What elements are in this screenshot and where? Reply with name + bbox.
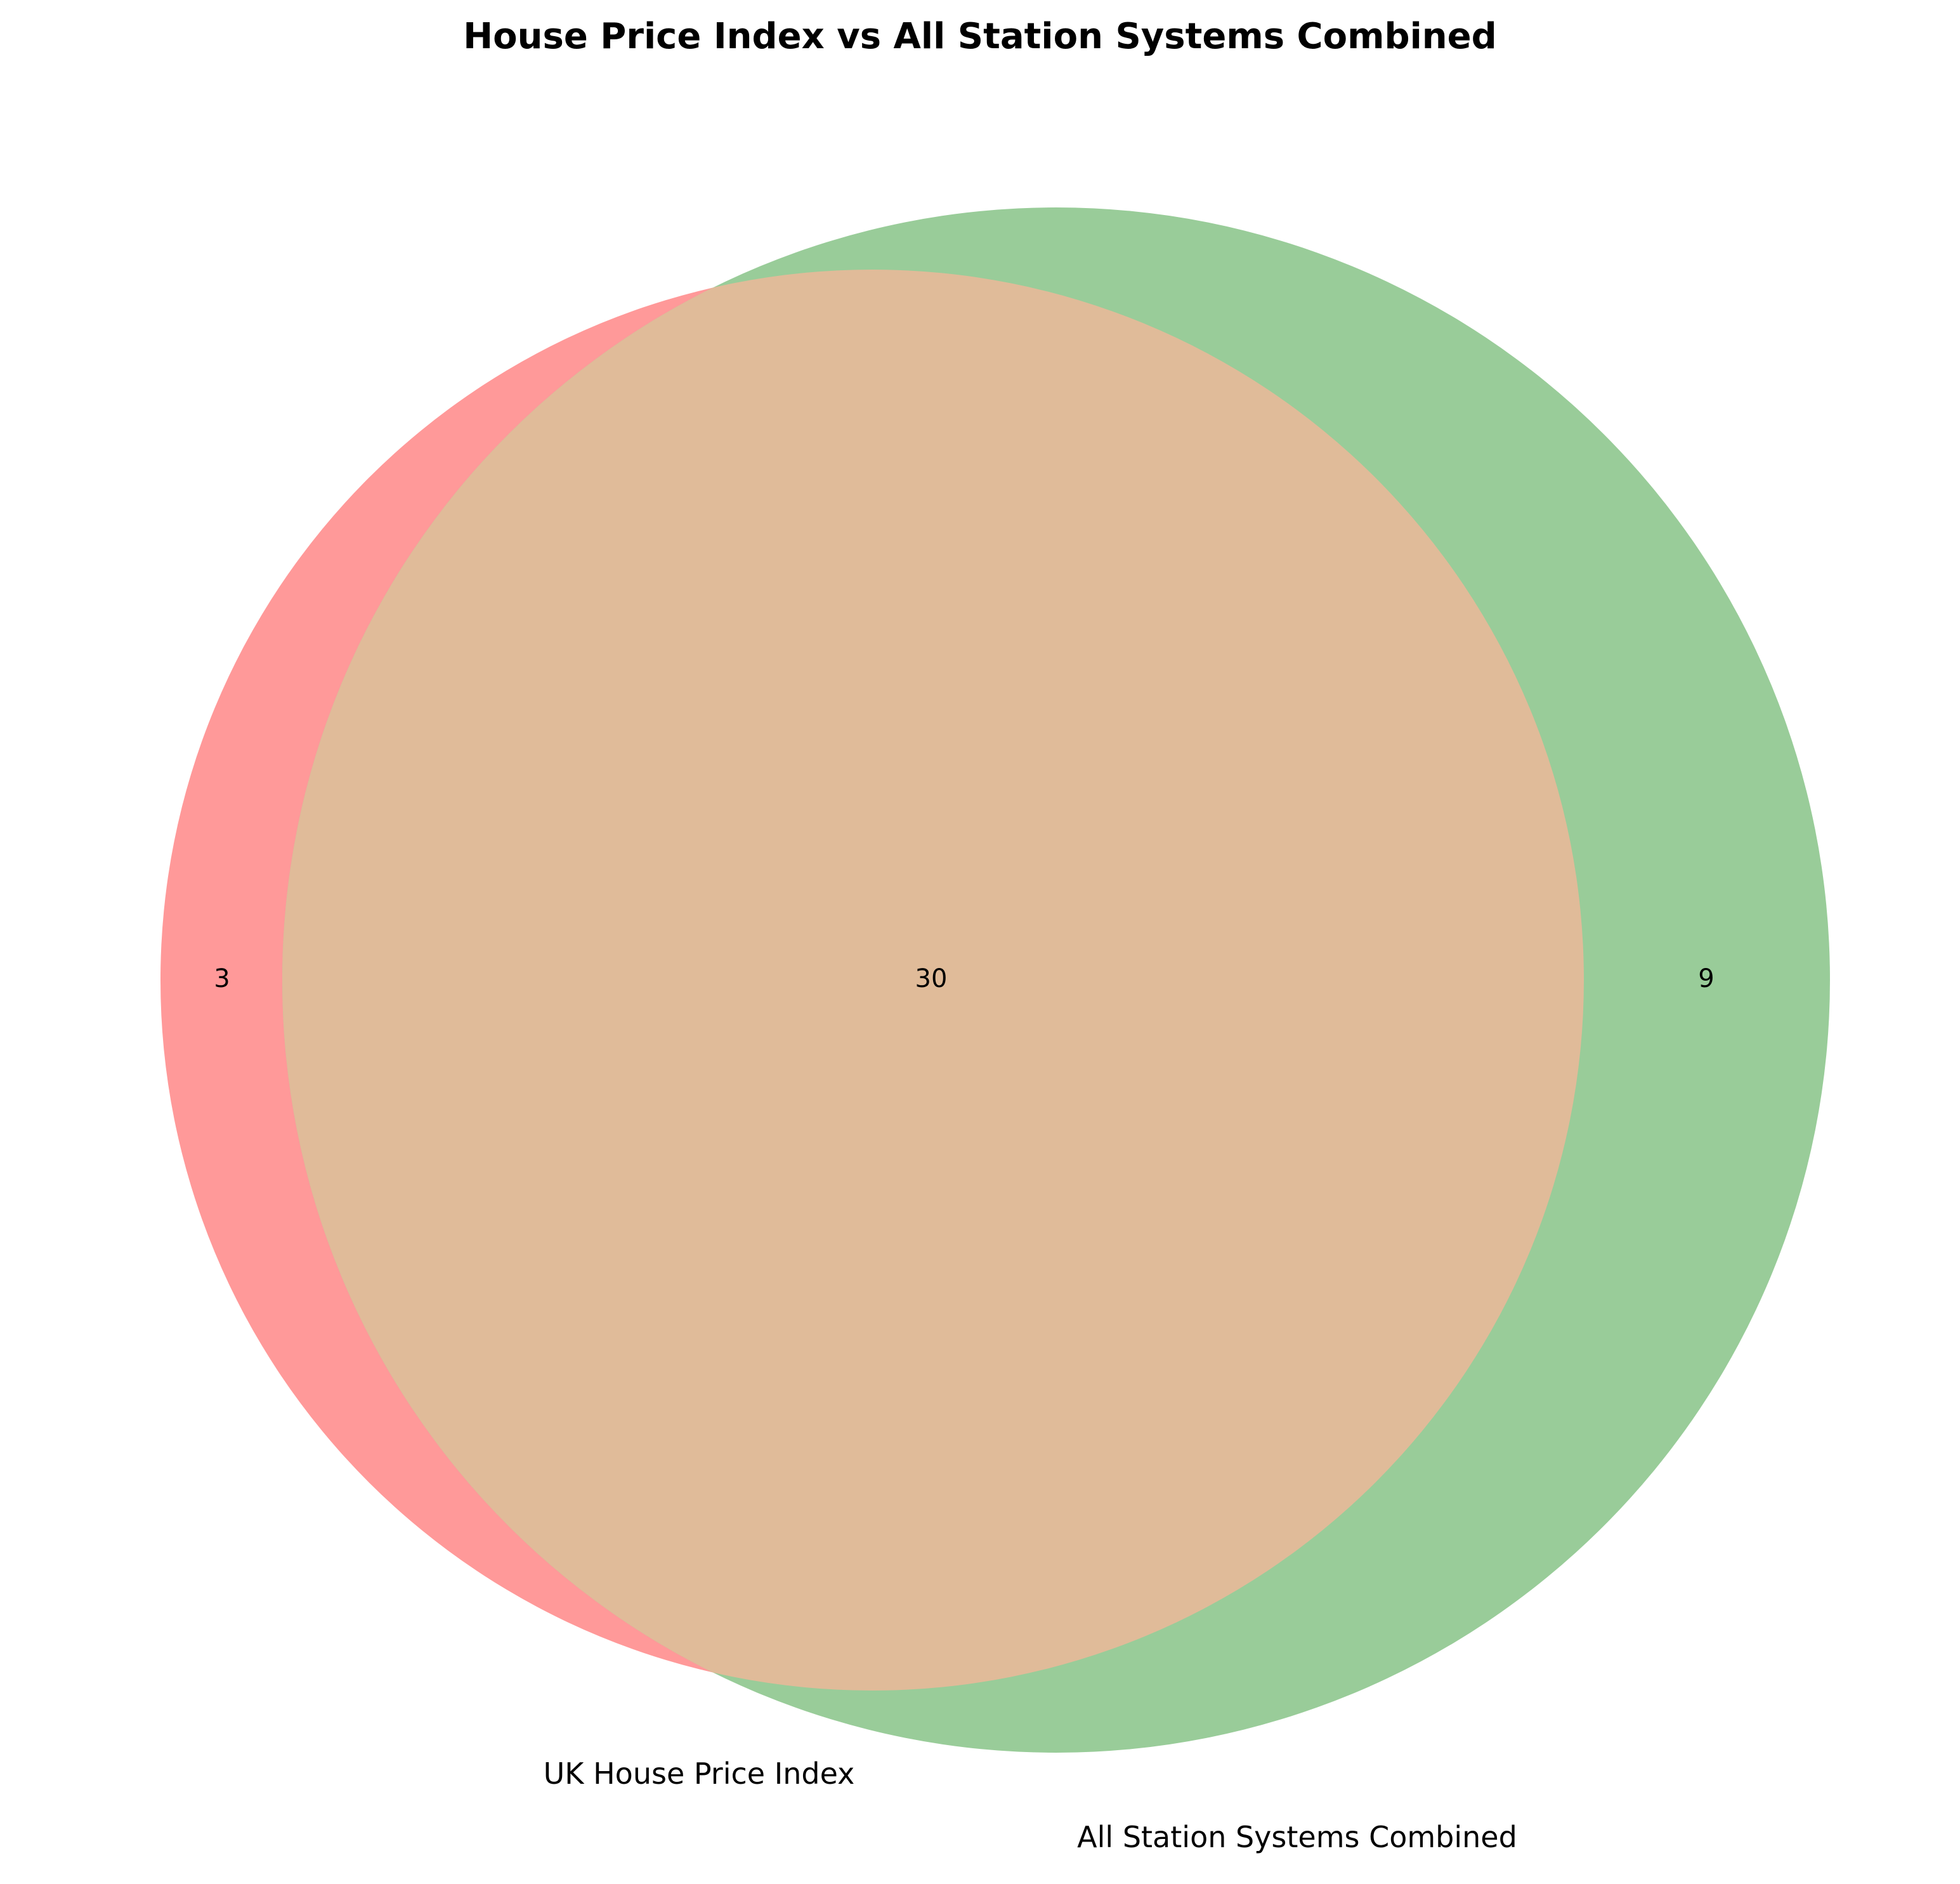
intersection-count: 30 bbox=[915, 964, 948, 993]
chart-title: House Price Index vs All Station Systems… bbox=[463, 16, 1496, 57]
set-b-label: All Station Systems Combined bbox=[1077, 1820, 1517, 1854]
only-b-count: 9 bbox=[1698, 964, 1714, 993]
only-a-count: 3 bbox=[214, 964, 230, 993]
intersection-region bbox=[282, 270, 1584, 1691]
set-a-label: UK House Price Index bbox=[544, 1756, 855, 1791]
